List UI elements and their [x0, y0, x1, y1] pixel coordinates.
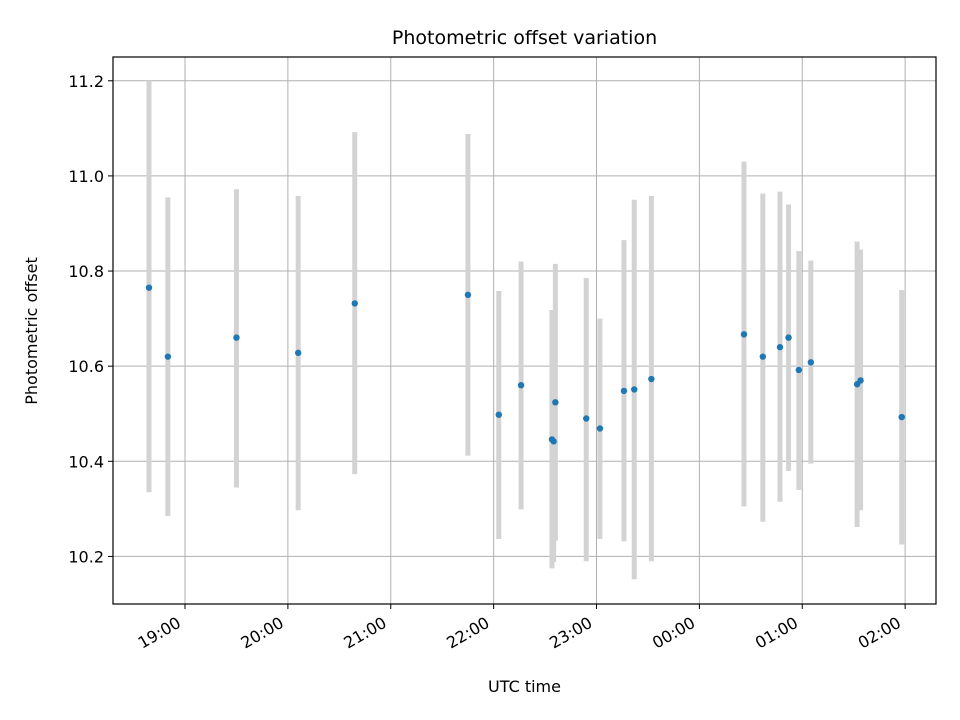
- data-point: [620, 387, 628, 395]
- data-point: [776, 343, 784, 351]
- data-point: [145, 284, 153, 291]
- data-point: [759, 353, 767, 360]
- y-tick-label: 10.8: [68, 262, 104, 281]
- data-point: [583, 415, 590, 422]
- point-layer: [145, 284, 905, 445]
- data-point: [740, 331, 748, 338]
- data-point: [631, 386, 638, 393]
- data-point: [233, 334, 240, 341]
- chart-title: Photometric offset variation: [392, 27, 657, 49]
- data-point: [495, 411, 502, 418]
- x-axis-label: UTC time: [488, 677, 561, 696]
- data-point: [807, 359, 815, 366]
- y-axis-label: Photometric offset: [22, 257, 41, 405]
- data-point: [648, 375, 655, 383]
- y-tick-label: 10.4: [68, 452, 104, 471]
- y-tick-label: 11.0: [68, 167, 104, 186]
- data-point: [517, 382, 525, 389]
- data-point: [164, 353, 172, 360]
- data-point: [464, 291, 472, 299]
- plot-frame: [112, 56, 937, 605]
- y-tick-label: 10.6: [68, 357, 104, 376]
- data-point: [898, 413, 905, 421]
- data-point: [795, 366, 803, 374]
- y-tick-label: 10.2: [68, 547, 104, 566]
- data-point: [351, 300, 358, 307]
- data-point: [596, 425, 604, 432]
- data-point: [552, 399, 559, 406]
- data-point: [294, 349, 302, 357]
- y-tick-label: 11.2: [68, 72, 104, 91]
- data-point: [785, 334, 792, 341]
- data-point: [857, 377, 864, 384]
- data-point: [550, 438, 557, 445]
- grid-layer: [113, 57, 936, 604]
